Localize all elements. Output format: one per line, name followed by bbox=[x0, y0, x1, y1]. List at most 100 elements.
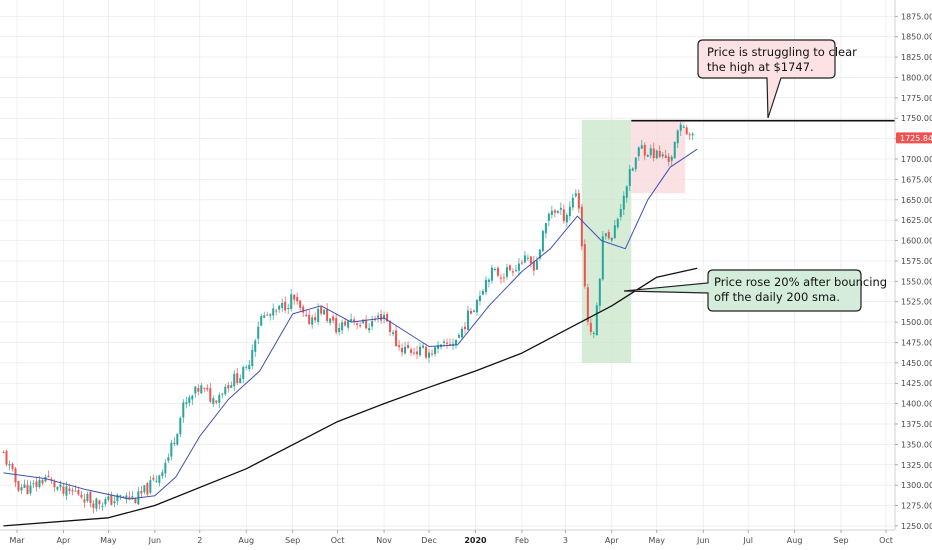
candle-body bbox=[245, 366, 248, 368]
callout-sma-bounce[interactable]: Price rose 20% after bouncing off the da… bbox=[623, 269, 887, 312]
y-tick-label: 1400.00 bbox=[901, 400, 932, 409]
x-tick-label: Apr bbox=[605, 536, 620, 545]
x-tick-label: Nov bbox=[376, 536, 392, 545]
candle-body bbox=[26, 484, 29, 495]
candle-body bbox=[200, 385, 203, 394]
candle-body bbox=[571, 197, 574, 208]
candle-body bbox=[116, 494, 119, 502]
candle-body bbox=[490, 267, 493, 281]
candle-body bbox=[344, 321, 347, 326]
candle-body bbox=[110, 494, 113, 505]
candle-body bbox=[275, 310, 278, 312]
candle-body bbox=[269, 314, 272, 316]
candle-body bbox=[604, 233, 607, 237]
y-tick-label: 1425.00 bbox=[901, 379, 932, 388]
callout-resistance-line-1: Price is struggling to clear bbox=[707, 45, 857, 59]
candle-body bbox=[194, 386, 197, 394]
x-axis[interactable]: Mar Apr May Jun 2 Aug Sep Oct Nov Dec 2020 Feb 3 Apr M… bbox=[9, 530, 893, 545]
y-tick-label: 1450.00 bbox=[901, 359, 932, 368]
candle-body bbox=[661, 154, 664, 157]
candle-body bbox=[209, 388, 212, 402]
candle-body bbox=[23, 484, 26, 488]
candle-body bbox=[643, 144, 646, 156]
candle-body bbox=[329, 318, 332, 323]
candle-body bbox=[520, 262, 523, 264]
candle-body bbox=[682, 126, 685, 128]
x-tick-label: Jun bbox=[696, 536, 710, 545]
candle-body bbox=[83, 499, 86, 503]
candle-body bbox=[278, 305, 281, 310]
candle-body bbox=[359, 325, 362, 327]
candle-body bbox=[460, 328, 463, 338]
candle-body bbox=[529, 256, 532, 264]
callout-resistance-line-2: the high at $1747. bbox=[707, 60, 814, 74]
shaded-regions bbox=[581, 119, 686, 363]
candle-body bbox=[475, 299, 478, 313]
candle-body bbox=[664, 155, 667, 158]
candle-body bbox=[508, 265, 511, 271]
x-tick-label: Dec bbox=[421, 536, 436, 545]
candle-body bbox=[676, 130, 679, 144]
candle-body bbox=[679, 124, 682, 131]
candle-body bbox=[311, 317, 314, 325]
candle-body bbox=[478, 295, 481, 302]
candle-body bbox=[443, 341, 446, 344]
x-tick-label: May bbox=[648, 536, 665, 545]
candlesticks bbox=[2, 122, 694, 514]
candle-body bbox=[673, 141, 676, 159]
candle-body bbox=[386, 314, 389, 322]
candle-body bbox=[221, 393, 224, 395]
candle-body bbox=[227, 385, 230, 389]
candle-body bbox=[338, 327, 341, 332]
x-tick-label: 2 bbox=[197, 536, 202, 545]
candle-body bbox=[104, 499, 107, 505]
candle-body bbox=[290, 294, 293, 309]
grid-lines bbox=[0, 0, 895, 530]
candle-body bbox=[233, 373, 236, 387]
y-tick-label: 1825.00 bbox=[901, 53, 932, 62]
candle-body bbox=[314, 317, 317, 321]
candle-body bbox=[484, 279, 487, 293]
candle-body bbox=[248, 364, 251, 370]
candle-body bbox=[185, 402, 188, 404]
candle-body bbox=[652, 148, 655, 159]
candle-body bbox=[463, 326, 466, 330]
candle-body bbox=[580, 206, 583, 247]
y-tick-label: 1700.00 bbox=[901, 155, 932, 164]
candle-body bbox=[505, 267, 508, 277]
candle-body bbox=[8, 463, 11, 466]
candle-body bbox=[523, 255, 526, 263]
y-tick-label: 1550.00 bbox=[901, 277, 932, 286]
candle-body bbox=[2, 452, 5, 454]
candle-body bbox=[95, 498, 98, 509]
candle-body bbox=[565, 215, 568, 223]
candle-body bbox=[547, 213, 550, 221]
candle-body bbox=[296, 297, 299, 302]
candle-body bbox=[610, 237, 613, 241]
candle-body bbox=[44, 476, 47, 482]
candle-body bbox=[68, 488, 71, 491]
candle-body bbox=[320, 306, 323, 314]
candle-body bbox=[92, 503, 95, 508]
candle-body bbox=[454, 339, 457, 345]
candle-body bbox=[53, 481, 56, 488]
y-tick-label: 1575.00 bbox=[901, 257, 932, 266]
candle-body bbox=[688, 134, 691, 136]
shaded-region bbox=[631, 119, 686, 194]
candle-body bbox=[257, 326, 260, 339]
sma-200-line bbox=[3, 267, 698, 527]
candle-body bbox=[134, 498, 137, 504]
candle-body bbox=[574, 193, 577, 197]
candle-body bbox=[371, 320, 374, 327]
candle-body bbox=[356, 323, 359, 325]
candle-body bbox=[14, 468, 17, 483]
candle-body bbox=[107, 496, 110, 500]
x-tick-label: Aug bbox=[787, 536, 803, 545]
candle-body bbox=[62, 486, 65, 494]
candle-body bbox=[197, 388, 200, 392]
candle-body bbox=[541, 230, 544, 252]
candle-body bbox=[263, 315, 266, 318]
candle-body bbox=[446, 342, 449, 344]
candle-body bbox=[550, 210, 553, 215]
callout-resistance[interactable]: Price is struggling to clear the high at… bbox=[697, 39, 857, 119]
